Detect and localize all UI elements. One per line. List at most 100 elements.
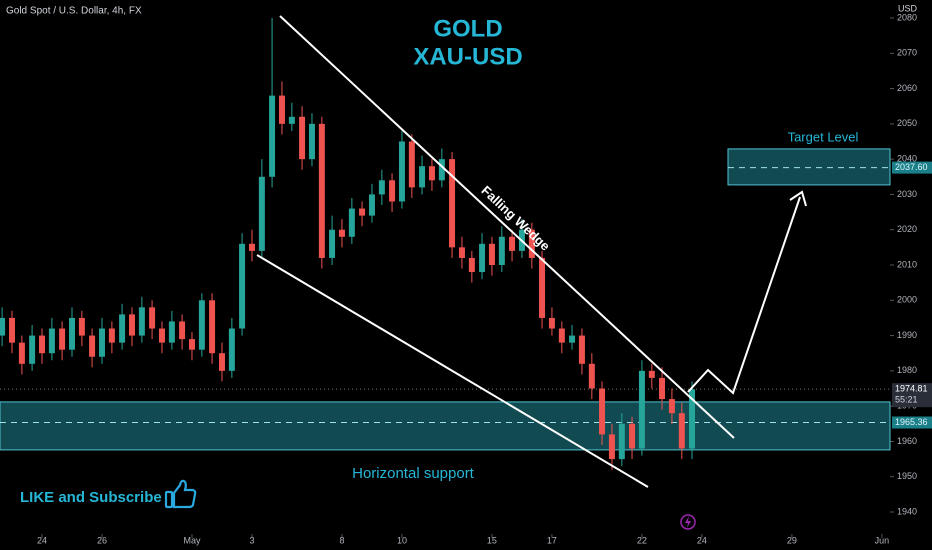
candle-body (348, 208, 355, 237)
price-label-box (892, 161, 932, 174)
candle-body (278, 95, 285, 124)
y-tick-label: 2010 (897, 259, 917, 269)
zone-label: Target Level (788, 129, 859, 144)
candle-body (188, 339, 195, 350)
candle-body (128, 314, 135, 336)
upper-trendline (279, 15, 735, 439)
candle-body (108, 328, 115, 343)
candle-body (678, 413, 685, 449)
call-to-action: LIKE and Subscribe (20, 489, 162, 506)
candle-body (588, 363, 595, 389)
symbol-title: Gold Spot / U.S. Dollar, 4h, FX (6, 6, 142, 17)
y-tick-label: 2060 (897, 83, 917, 93)
candle-body (318, 123, 325, 258)
candle-body (149, 307, 156, 329)
y-tick-label: 2030 (897, 189, 917, 199)
candle-body (428, 166, 435, 181)
candle-body (438, 159, 445, 181)
candle-body (569, 335, 576, 343)
candle-body (618, 423, 625, 460)
arrow-head (789, 190, 807, 207)
candle-body (329, 229, 336, 258)
candle-body (48, 328, 55, 354)
candle-body (29, 335, 36, 364)
candle-body (458, 247, 465, 258)
x-tick-label: 29 (787, 535, 797, 545)
candle-body (59, 328, 66, 350)
candle-body (158, 328, 165, 343)
candle-body (638, 370, 645, 449)
candle-body (479, 243, 486, 273)
candle-body (338, 229, 345, 237)
candle-body (0, 317, 6, 336)
x-tick-label: 3 (249, 535, 254, 545)
candle-body (668, 399, 675, 414)
x-tick-label: 15 (487, 535, 497, 545)
zone-label: Horizontal support (352, 465, 475, 482)
candle-body (308, 123, 315, 160)
y-tick-label: 2040 (897, 154, 917, 164)
candle-body (89, 335, 96, 357)
candle-body (78, 317, 85, 336)
candle-body (578, 335, 585, 364)
candle-body (408, 141, 415, 188)
candle-body (468, 257, 475, 273)
candle-body (378, 180, 385, 195)
candle-body (209, 300, 216, 354)
countdown: 55:21 (895, 395, 918, 405)
candle-body (38, 335, 45, 354)
candle-body (239, 243, 246, 329)
x-tick-label: Jun (875, 535, 890, 545)
candle-body (228, 328, 235, 371)
price-label-box (892, 416, 932, 429)
x-tick-label: 24 (697, 535, 707, 545)
price-label: 1974.81 (895, 384, 928, 394)
x-tick-label: 8 (339, 535, 344, 545)
candle-body (218, 353, 225, 371)
axis-unit: USD (898, 3, 918, 13)
candle-body (398, 141, 405, 202)
candle-body (288, 116, 295, 124)
candle-body (68, 317, 75, 350)
y-tick-label: 1980 (897, 365, 917, 375)
candle-body (528, 229, 535, 258)
x-tick-label: 10 (397, 535, 407, 545)
candle-body (419, 166, 426, 188)
lower-trendline (256, 254, 649, 488)
candle-body (449, 159, 456, 248)
candle-body (659, 377, 666, 400)
x-tick-label: 17 (547, 535, 557, 545)
y-tick-label: 2000 (897, 295, 917, 305)
candle-body (269, 95, 276, 177)
candle-body (8, 317, 15, 343)
candle-body (548, 317, 555, 329)
candle-body (509, 236, 516, 251)
x-tick-label: 26 (97, 535, 107, 545)
x-tick-label: May (183, 535, 201, 545)
candle-body (368, 194, 375, 216)
projection-arrow (687, 196, 801, 395)
zone (727, 148, 891, 186)
candle-body (689, 389, 696, 449)
zone (0, 401, 891, 451)
candle-body (248, 243, 255, 251)
alert-icon (680, 514, 696, 530)
y-tick-label: 2070 (897, 48, 917, 58)
y-tick-label: 1940 (897, 506, 917, 516)
candle-body (648, 370, 655, 378)
candle-body (98, 328, 105, 357)
price-label: 1965.36 (895, 417, 928, 427)
y-tick-label: 1950 (897, 471, 917, 481)
headline: GOLD (433, 15, 502, 42)
candle-body (608, 434, 615, 460)
candle-body (498, 236, 505, 265)
x-tick-label: 24 (37, 535, 47, 545)
x-tick-label: 22 (637, 535, 647, 545)
y-tick-label: 1960 (897, 436, 917, 446)
candle-body (359, 208, 366, 216)
y-tick-label: 2080 (897, 12, 917, 22)
candle-body (119, 314, 126, 343)
candle-body (179, 321, 186, 340)
candle-body (299, 116, 306, 160)
